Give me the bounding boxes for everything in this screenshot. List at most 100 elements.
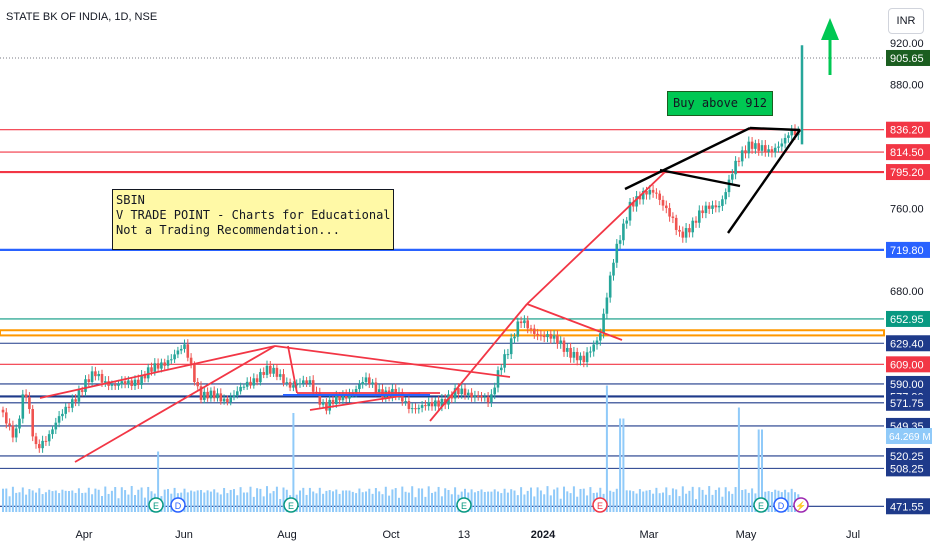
- volume-bar: [203, 492, 206, 512]
- volume-bar: [279, 499, 282, 512]
- candle-body: [229, 397, 232, 403]
- candle-body: [24, 394, 28, 397]
- candle-body: [691, 220, 694, 233]
- trendline: [74, 345, 276, 463]
- volume-bar: [579, 488, 582, 512]
- volume-bar: [513, 490, 516, 512]
- volume-bar: [219, 494, 222, 512]
- volume-bar: [94, 488, 97, 512]
- candle-body: [305, 380, 308, 384]
- candle-body: [615, 243, 619, 263]
- candle-body: [737, 160, 741, 162]
- volume-bar: [117, 498, 120, 512]
- candle-body: [493, 387, 496, 395]
- volume-bar: [256, 488, 259, 512]
- candle-body: [694, 220, 698, 223]
- candle-body: [364, 377, 368, 383]
- candle-body: [632, 201, 635, 207]
- volume-bar: [398, 497, 400, 512]
- symbol-title[interactable]: STATE BK OF INDIA, 1D, NSE: [6, 11, 158, 23]
- candle-body: [625, 220, 628, 224]
- candle-body: [120, 381, 124, 385]
- volume-bar: [305, 494, 308, 512]
- volume-bar: [645, 490, 648, 512]
- volume-bar: [348, 490, 351, 512]
- volume-bar: [417, 488, 420, 512]
- volume-bar: [338, 493, 341, 512]
- volume-bar: [332, 491, 334, 512]
- level-tag-label: 719.80: [890, 245, 924, 257]
- candle-body: [592, 344, 595, 352]
- candle-body: [572, 351, 576, 358]
- candle-body: [179, 348, 183, 351]
- volume-bar: [223, 487, 226, 512]
- volume-bar: [35, 492, 37, 512]
- volume-bar: [48, 489, 51, 512]
- volume-bar: [74, 492, 77, 512]
- x-axis-tick: Jun: [175, 529, 193, 541]
- event-marker-label: D: [778, 501, 785, 511]
- candle-body: [212, 390, 216, 399]
- currency-button[interactable]: INR: [888, 8, 924, 34]
- volume-bar: [757, 429, 760, 512]
- wedge-line: [749, 126, 801, 132]
- wedge-line: [624, 126, 751, 191]
- candle-body: [420, 405, 424, 408]
- candle-body: [651, 189, 655, 193]
- volume-bar: [708, 486, 711, 512]
- candle-body: [278, 374, 282, 377]
- candle-body: [87, 379, 91, 382]
- candle-body: [529, 328, 533, 330]
- candle-body: [480, 395, 483, 397]
- level-tag-label: 652.95: [890, 314, 924, 326]
- candle-body: [552, 335, 556, 339]
- volume-bar: [71, 490, 74, 512]
- volume-bar: [648, 489, 651, 512]
- volume-bar: [576, 496, 579, 512]
- candle-body: [186, 344, 190, 358]
- candle-body: [123, 381, 127, 385]
- disclaimer-note[interactable]: SBIN V TRADE POINT - Charts for Educatio…: [112, 189, 394, 250]
- volume-bar: [510, 489, 513, 512]
- candle-body: [54, 422, 58, 430]
- candle-body: [671, 216, 675, 218]
- event-marker-label: E: [758, 501, 764, 511]
- candle-body: [331, 399, 335, 405]
- candle-body: [262, 372, 265, 375]
- candle-body: [638, 196, 642, 200]
- volume-bar: [110, 490, 113, 512]
- candle-body: [259, 372, 262, 383]
- candle-body: [199, 386, 203, 400]
- volume-bar: [572, 486, 575, 512]
- volume-bar: [163, 489, 166, 512]
- candle-body: [496, 370, 500, 388]
- volume-bar: [143, 497, 146, 512]
- candle-body: [176, 350, 180, 355]
- volume-bar: [127, 494, 130, 512]
- level-tag-label: 609.00: [890, 359, 924, 371]
- buy-above-label[interactable]: Buy above 912: [667, 91, 773, 116]
- volume-bar: [718, 487, 721, 512]
- candle-body: [506, 354, 510, 356]
- candle-body: [701, 210, 704, 214]
- volume-bar: [107, 493, 110, 512]
- volume-bar: [675, 489, 678, 512]
- volume-bar: [487, 491, 490, 512]
- volume-bar: [731, 493, 734, 512]
- volume-bar: [81, 492, 84, 512]
- volume-bar: [328, 490, 331, 512]
- candle-body: [239, 386, 242, 392]
- volume-bar: [632, 491, 635, 512]
- candle-body: [203, 391, 206, 400]
- candle-body: [526, 320, 529, 329]
- volume-bar: [424, 496, 427, 512]
- volume-bar: [652, 493, 655, 512]
- volume-bar: [440, 496, 443, 512]
- volume-bar: [183, 488, 186, 512]
- volume-bar: [21, 487, 24, 512]
- volume-bar: [18, 492, 21, 512]
- volume-bar: [157, 451, 160, 512]
- event-marker-label: E: [153, 501, 159, 511]
- x-axis-tick: Oct: [382, 529, 399, 541]
- candle-body: [295, 384, 298, 386]
